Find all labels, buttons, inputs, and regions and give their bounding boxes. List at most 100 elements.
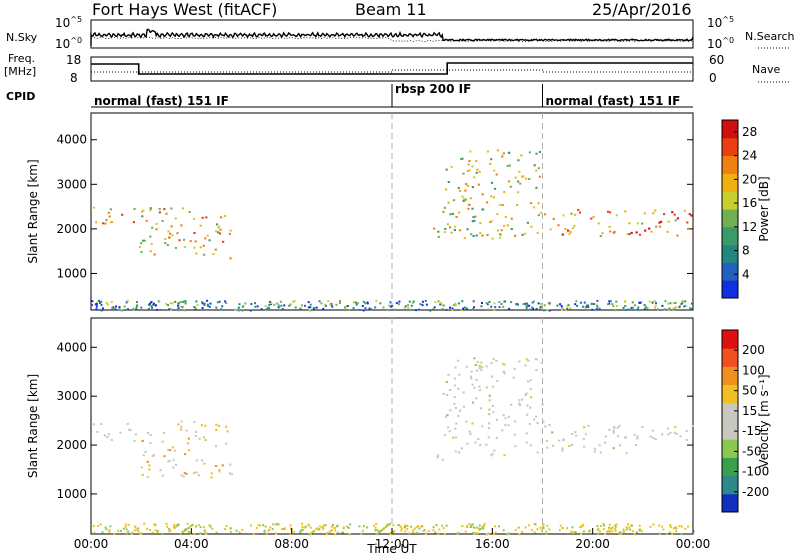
data-cell: [677, 217, 679, 219]
colorbar-segment: [722, 330, 738, 349]
data-cell: [507, 224, 509, 226]
data-cell: [476, 235, 478, 237]
data-cell: [652, 524, 654, 526]
data-cell: [444, 207, 446, 209]
cpid-segment-label: normal (fast) 151 IF: [94, 94, 229, 108]
colorbar-tick-label: 8: [742, 244, 750, 258]
data-cell: [566, 308, 568, 310]
data-cell: [501, 429, 503, 431]
data-cell: [637, 309, 639, 311]
data-cell: [422, 301, 424, 303]
data-cell: [301, 523, 303, 525]
data-cell: [603, 528, 605, 530]
data-cell: [593, 303, 595, 305]
data-cell: [375, 523, 377, 525]
data-cell: [529, 407, 531, 409]
data-cell: [465, 421, 467, 423]
data-cell: [627, 309, 629, 311]
data-cell: [652, 437, 654, 439]
data-cell: [220, 216, 222, 218]
data-cell: [95, 221, 97, 223]
data-cell: [636, 436, 638, 438]
data-cell: [465, 531, 467, 533]
data-cell: [603, 525, 605, 527]
data-cell: [377, 529, 379, 531]
data-cell: [193, 472, 195, 474]
data-cell: [177, 524, 179, 526]
data-cell: [167, 304, 169, 306]
data-cell: [244, 303, 246, 305]
data-cell: [602, 232, 604, 234]
data-cell: [679, 435, 681, 437]
data-cell: [164, 242, 166, 244]
data-cell: [345, 308, 347, 310]
data-cell: [363, 309, 365, 311]
data-cell: [525, 394, 527, 396]
data-cell: [183, 309, 185, 311]
data-cell: [374, 529, 376, 531]
data-cell: [498, 525, 500, 527]
data-cell: [525, 178, 527, 180]
data-cell: [538, 167, 540, 169]
data-cell: [549, 310, 551, 312]
data-cell: [150, 250, 152, 252]
data-cell: [209, 306, 211, 308]
colorbar-segment: [722, 262, 738, 280]
data-cell: [625, 452, 627, 454]
data-cell: [375, 300, 377, 302]
data-cell: [541, 530, 543, 532]
data-cell: [631, 524, 633, 526]
data-cell: [632, 301, 634, 303]
noise-right-tick-low: 10^0: [707, 36, 734, 51]
data-cell: [415, 309, 417, 311]
data-cell: [216, 223, 218, 225]
data-cell: [626, 529, 628, 531]
data-cell: [165, 303, 167, 305]
data-cell: [687, 526, 689, 528]
data-cell: [174, 301, 176, 303]
data-cell: [473, 357, 475, 359]
data-cell: [475, 364, 477, 366]
data-cell: [444, 533, 446, 535]
data-cell: [462, 196, 464, 198]
data-cell: [480, 369, 482, 371]
data-cell: [162, 441, 164, 443]
data-cell: [536, 358, 538, 360]
data-cell: [304, 305, 306, 307]
data-cell: [458, 212, 460, 214]
data-cell: [200, 225, 202, 227]
data-cell: [362, 305, 364, 307]
data-cell: [489, 163, 491, 165]
data-cell: [493, 170, 495, 172]
data-cell: [134, 530, 136, 532]
data-cell: [95, 308, 97, 310]
data-cell: [486, 365, 488, 367]
data-cell: [210, 303, 212, 305]
data-cell: [170, 208, 172, 210]
data-cell: [280, 305, 282, 307]
data-cell: [487, 303, 489, 305]
data-cell: [230, 527, 232, 529]
data-cell: [540, 527, 542, 529]
data-cell: [294, 300, 296, 302]
data-cell: [492, 386, 494, 388]
data-cell: [188, 449, 190, 451]
data-cell: [140, 307, 142, 309]
data-cell: [447, 223, 449, 225]
data-cell: [493, 302, 495, 304]
data-cell: [419, 303, 421, 305]
data-cell: [548, 302, 550, 304]
data-cell: [209, 239, 211, 241]
data-cell: [464, 307, 466, 309]
data-cell: [481, 209, 483, 211]
data-cell: [600, 235, 602, 237]
data-cell: [451, 232, 453, 234]
data-cell: [211, 528, 213, 530]
data-cell: [217, 231, 219, 233]
data-cell: [492, 411, 494, 413]
data-cell: [571, 526, 573, 528]
data-cell: [585, 433, 587, 435]
data-cell: [583, 446, 585, 448]
data-cell: [164, 238, 166, 240]
data-cell: [178, 307, 180, 309]
